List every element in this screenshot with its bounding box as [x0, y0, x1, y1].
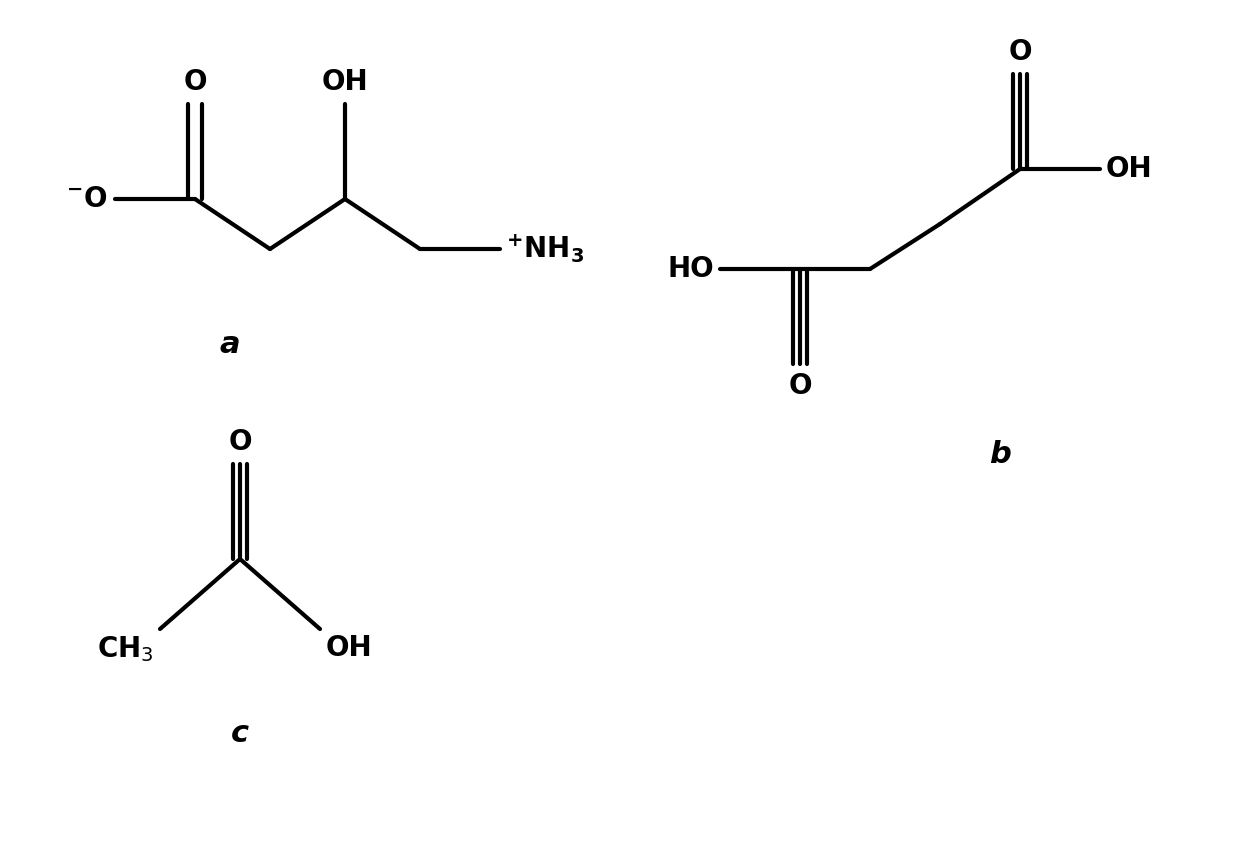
Text: HO: HO [667, 255, 714, 283]
Text: c: c [231, 719, 249, 749]
Text: OH: OH [1106, 155, 1153, 183]
Text: O: O [789, 372, 812, 400]
Text: a: a [219, 329, 241, 358]
Text: O: O [184, 68, 207, 96]
Text: b: b [990, 440, 1011, 469]
Text: OH: OH [321, 68, 368, 96]
Text: $\mathregular{{}^{+}NH_3}$: $\mathregular{{}^{+}NH_3}$ [506, 233, 584, 265]
Text: CH$_3$: CH$_3$ [97, 634, 154, 664]
Text: O: O [228, 428, 252, 456]
Text: O: O [1008, 38, 1032, 66]
Text: $\mathregular{{}^{-}}$O: $\mathregular{{}^{-}}$O [66, 185, 107, 213]
Text: OH: OH [326, 634, 373, 662]
